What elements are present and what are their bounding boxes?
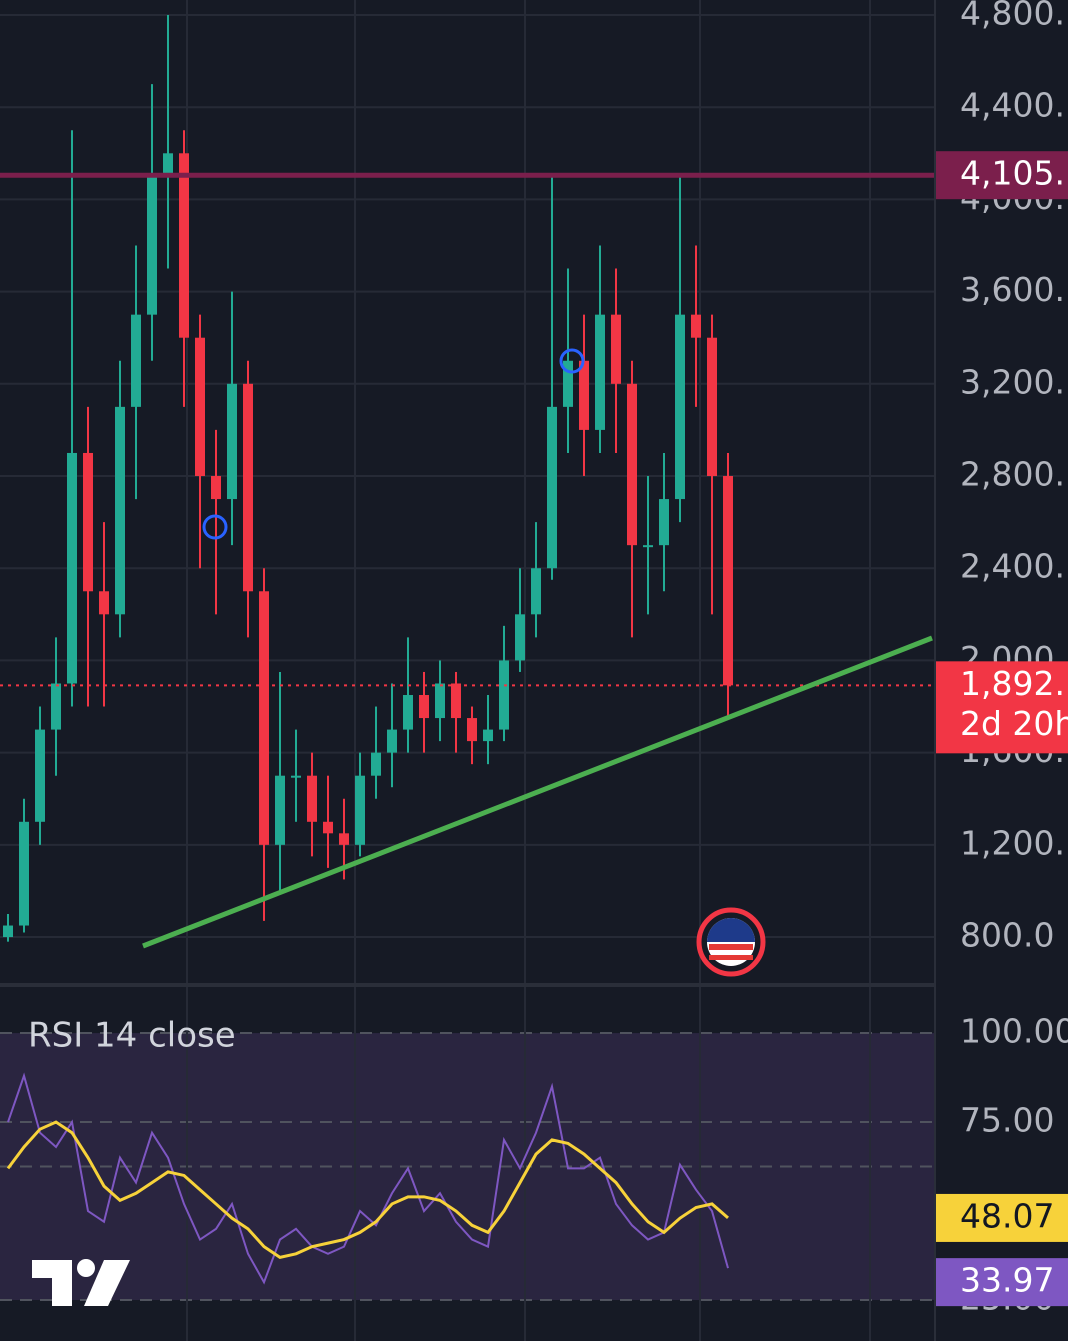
rsi-line [7,1072,729,1285]
resistance-label: 4,105. [960,154,1065,193]
candle-body [371,752,381,776]
candle-body [115,406,125,615]
logo [32,1259,130,1306]
candle-body [35,729,45,822]
y-tick-label: 800.0 [960,916,1054,955]
price-axis: 4,800.4,400.4,000.3,600.3,200.2,800.2,40… [936,0,1068,1318]
rsi-line [6,1120,729,1259]
candle-body [387,729,397,753]
candle-body [163,153,173,177]
y-tick-label: 4,800. [960,0,1065,32]
resistance-label-box [936,151,1068,200]
candle-body [707,337,717,477]
y-tick-label: 1,200. [960,823,1065,862]
candle-body [419,695,429,719]
candle-body [451,683,461,719]
candle-body [723,476,733,686]
candle-body [67,452,77,684]
candle-body [355,775,365,845]
candle-body [675,314,685,500]
marks [0,14,935,1285]
y-tick-label: 100.00 [960,1012,1068,1051]
candle-body [179,153,189,338]
y-tick-label: 75.00 [960,1101,1054,1140]
candle-body [195,337,205,477]
candle-body [323,821,333,834]
marker [559,348,585,374]
candle-body [611,314,621,384]
candle-body [19,821,29,926]
last-price-box [936,661,1068,754]
candle-body [307,775,317,822]
y-tick-label: 4,400. [960,86,1065,125]
candle-body [339,833,349,845]
y-tick-label: 2,400. [960,547,1065,586]
value-label: 33.97 [960,1261,1054,1300]
candle-body [291,775,301,778]
marker [202,514,228,540]
indicator-title: RSI 14 close [28,1016,236,1056]
candle-body [643,545,653,548]
candle-body [691,314,701,338]
candle-body [51,683,61,730]
candle-body [595,314,605,430]
candle-body [499,660,509,730]
y-tick-label: 2,800. [960,455,1065,494]
candle-body [483,729,493,742]
candle-body [147,176,157,315]
candle-body [435,683,445,719]
y-tick-label: 3,600. [960,270,1065,309]
candle-body [227,383,237,500]
candle-body [131,314,141,407]
y-tick-label: 3,200. [960,362,1065,401]
grid [0,13,935,1302]
value-label-box [936,1258,1068,1307]
candle-body [531,568,541,615]
candle-body [275,775,285,845]
candle-body [515,614,525,661]
candle-body [579,360,589,430]
candle-body [627,383,637,546]
last-price-label: 1,892. [960,664,1065,703]
candle-body [3,925,13,938]
countdown-label: 2d 20h [960,704,1068,743]
candle-body [659,499,669,546]
event-flag [696,907,766,977]
candle-body [211,476,221,500]
candle-body [259,591,269,845]
candle-body [403,695,413,730]
value-label: 48.07 [960,1196,1054,1235]
value-label-box [936,1193,1068,1242]
candle-body [99,591,109,615]
candle-body [547,406,557,569]
candle-body [243,383,253,592]
candle-body [83,452,93,592]
candle-body [467,718,477,742]
candle-body [563,360,573,407]
trendline [142,635,933,949]
